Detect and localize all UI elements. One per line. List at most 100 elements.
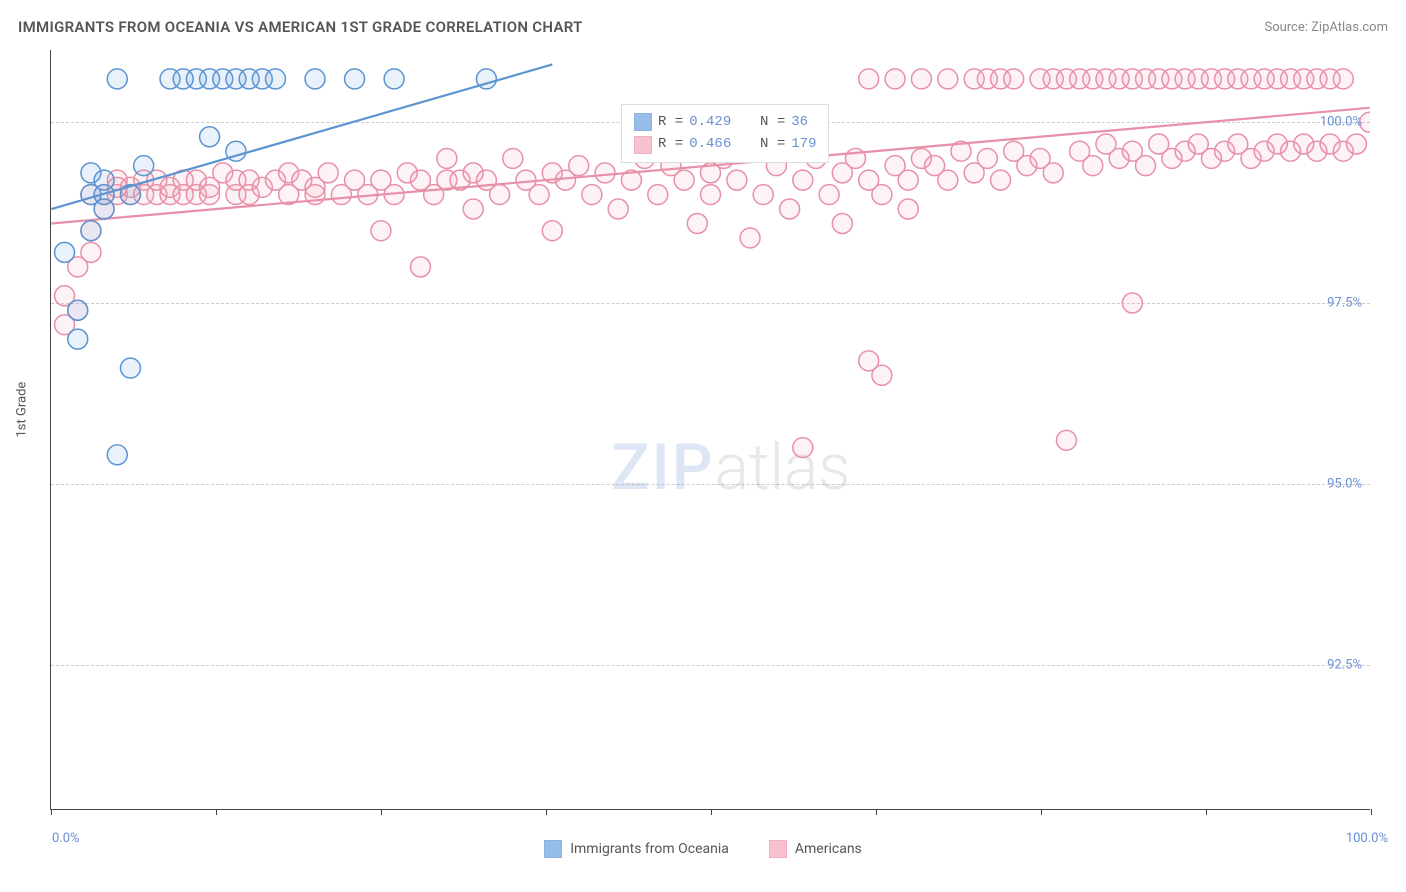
- header: IMMIGRANTS FROM OCEANIA VS AMERICAN 1ST …: [18, 18, 1388, 36]
- data-point: [68, 329, 88, 349]
- data-point: [780, 199, 800, 219]
- bottom-swatch-pink: [769, 840, 787, 858]
- data-point: [410, 257, 430, 277]
- data-point: [582, 185, 602, 205]
- legend-row-blue: R = 0.429 N = 36: [634, 111, 816, 133]
- data-point: [529, 185, 549, 205]
- data-point: [687, 213, 707, 233]
- data-point: [503, 148, 523, 168]
- data-point: [938, 170, 958, 190]
- x-tick-mark: [876, 809, 877, 815]
- data-point: [134, 156, 154, 176]
- data-point: [832, 213, 852, 233]
- legend-r-label: R =: [658, 111, 683, 133]
- x-tick-label-max: 100.0%: [1346, 831, 1388, 846]
- legend-swatch-pink: [634, 136, 652, 154]
- data-point: [977, 148, 997, 168]
- data-point: [1136, 156, 1156, 176]
- data-point: [793, 438, 813, 458]
- data-point: [200, 127, 220, 147]
- bottom-legend-pink-label: Americans: [795, 841, 862, 857]
- data-point: [1056, 430, 1076, 450]
- data-point: [1043, 163, 1063, 183]
- legend-blue-r: 0.429: [689, 111, 731, 133]
- legend-pink-n: 179: [791, 133, 816, 155]
- source-label: Source: ZipAtlas.com: [1264, 20, 1388, 35]
- bottom-legend-blue-label: Immigrants from Oceania: [570, 841, 729, 857]
- data-point: [81, 242, 101, 262]
- data-point: [898, 199, 918, 219]
- data-point: [94, 199, 114, 219]
- x-tick-mark: [381, 809, 382, 815]
- data-point: [81, 221, 101, 241]
- y-tick-label: 97.5%: [1327, 296, 1362, 311]
- data-point: [819, 185, 839, 205]
- data-point: [55, 242, 75, 262]
- data-point: [437, 148, 457, 168]
- x-tick-mark: [51, 809, 52, 815]
- data-point: [371, 221, 391, 241]
- bottom-legend-pink: Americans: [769, 840, 862, 858]
- data-point: [885, 69, 905, 89]
- legend-row-pink: R = 0.466 N = 179: [634, 133, 816, 155]
- bottom-legend-blue: Immigrants from Oceania: [544, 840, 729, 858]
- y-tick-label: 100.0%: [1320, 115, 1362, 130]
- x-tick-mark: [1206, 809, 1207, 815]
- data-point: [793, 170, 813, 190]
- data-point: [1346, 134, 1366, 154]
- data-point: [490, 185, 510, 205]
- chart-svg: [51, 50, 1370, 809]
- data-point: [701, 185, 721, 205]
- data-point: [938, 69, 958, 89]
- data-point: [727, 170, 747, 190]
- data-point: [318, 163, 338, 183]
- data-point: [648, 185, 668, 205]
- data-point: [872, 365, 892, 385]
- plot-area: ZIPatlas R = 0.429 N = 36 R = 0.466 N = …: [50, 50, 1370, 810]
- y-tick-label: 95.0%: [1327, 477, 1362, 492]
- data-point: [200, 185, 220, 205]
- data-point: [740, 228, 760, 248]
- data-point: [753, 185, 773, 205]
- bottom-swatch-blue: [544, 840, 562, 858]
- data-point: [384, 69, 404, 89]
- data-point: [1083, 156, 1103, 176]
- data-point: [305, 69, 325, 89]
- legend-r-label-2: R =: [658, 133, 683, 155]
- data-point: [107, 69, 127, 89]
- data-point: [1122, 293, 1142, 313]
- data-point: [569, 156, 589, 176]
- data-point: [120, 358, 140, 378]
- data-point: [68, 300, 88, 320]
- y-axis-label: 1st Grade: [15, 382, 30, 438]
- x-tick-mark: [1371, 809, 1372, 815]
- data-point: [859, 69, 879, 89]
- correlation-legend: R = 0.429 N = 36 R = 0.466 N = 179: [621, 104, 829, 163]
- data-point: [911, 69, 931, 89]
- bottom-legend: Immigrants from Oceania Americans: [0, 840, 1406, 858]
- chart-title: IMMIGRANTS FROM OCEANIA VS AMERICAN 1ST …: [18, 18, 583, 36]
- x-tick-mark: [1041, 809, 1042, 815]
- x-tick-mark: [546, 809, 547, 815]
- data-point: [463, 199, 483, 219]
- legend-swatch-blue: [634, 113, 652, 131]
- x-tick-label-min: 0.0%: [52, 831, 80, 846]
- data-point: [991, 170, 1011, 190]
- legend-blue-n: 36: [791, 111, 808, 133]
- data-point: [1333, 69, 1353, 89]
- data-point: [898, 170, 918, 190]
- data-point: [872, 185, 892, 205]
- data-point: [595, 163, 615, 183]
- legend-n-label: N =: [760, 111, 785, 133]
- data-point: [345, 69, 365, 89]
- data-point: [674, 170, 694, 190]
- data-point: [1004, 69, 1024, 89]
- data-point: [265, 69, 285, 89]
- legend-pink-r: 0.466: [689, 133, 731, 155]
- data-point: [608, 199, 628, 219]
- data-point: [107, 445, 127, 465]
- legend-n-label-2: N =: [760, 133, 785, 155]
- x-tick-mark: [216, 809, 217, 815]
- x-tick-mark: [711, 809, 712, 815]
- y-tick-label: 92.5%: [1327, 658, 1362, 673]
